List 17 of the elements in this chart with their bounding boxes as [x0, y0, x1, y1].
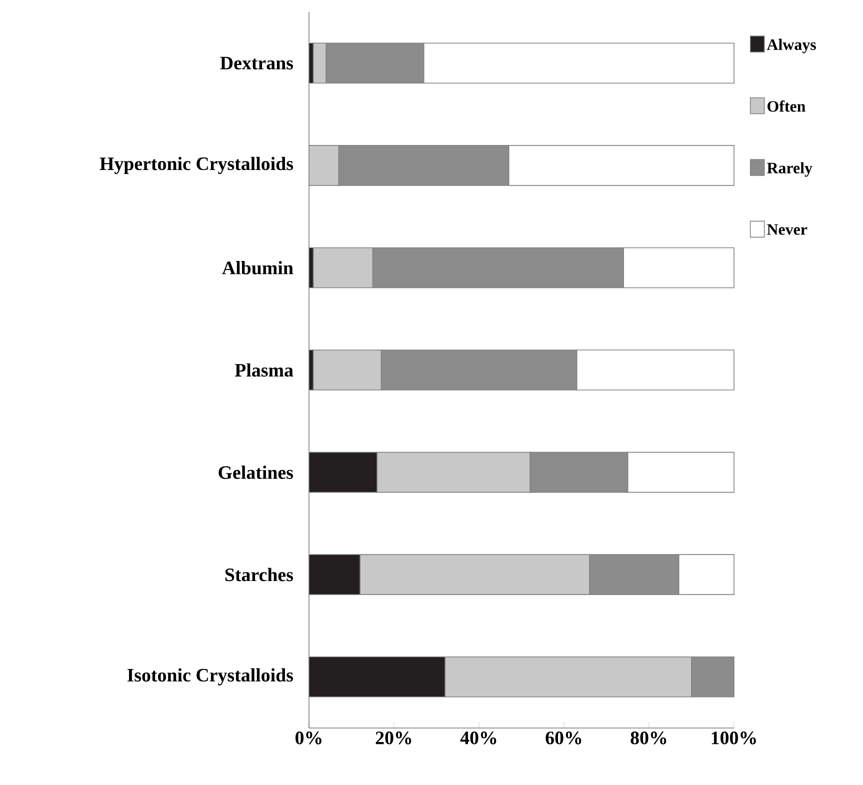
- x-tick-label: 0%: [296, 732, 322, 744]
- legend-label: Often: [768, 100, 806, 112]
- legend-label: Always: [766, 38, 816, 54]
- y-tick-label: Hypertonic Crystalloids: [100, 156, 294, 174]
- x-tick-label: 100%: [712, 732, 756, 744]
- x-tick-label: 80%: [630, 732, 666, 744]
- y-tick-label: Plasma: [234, 363, 294, 377]
- y-tick-label: Gelatines: [218, 466, 294, 479]
- x-tick-label: 60%: [546, 732, 582, 744]
- x-tick-label: 40%: [460, 732, 496, 744]
- legend-label: Rarely: [767, 162, 812, 177]
- y-tick-label: Starches: [225, 568, 294, 582]
- y-tick-label: Dextrans: [220, 56, 294, 70]
- legend-label: Never: [767, 224, 808, 235]
- y-tick-label: Isotonic Crystalloids: [127, 668, 294, 686]
- y-tick-label: Albumin: [222, 261, 294, 274]
- x-tick-label: 20%: [376, 732, 412, 744]
